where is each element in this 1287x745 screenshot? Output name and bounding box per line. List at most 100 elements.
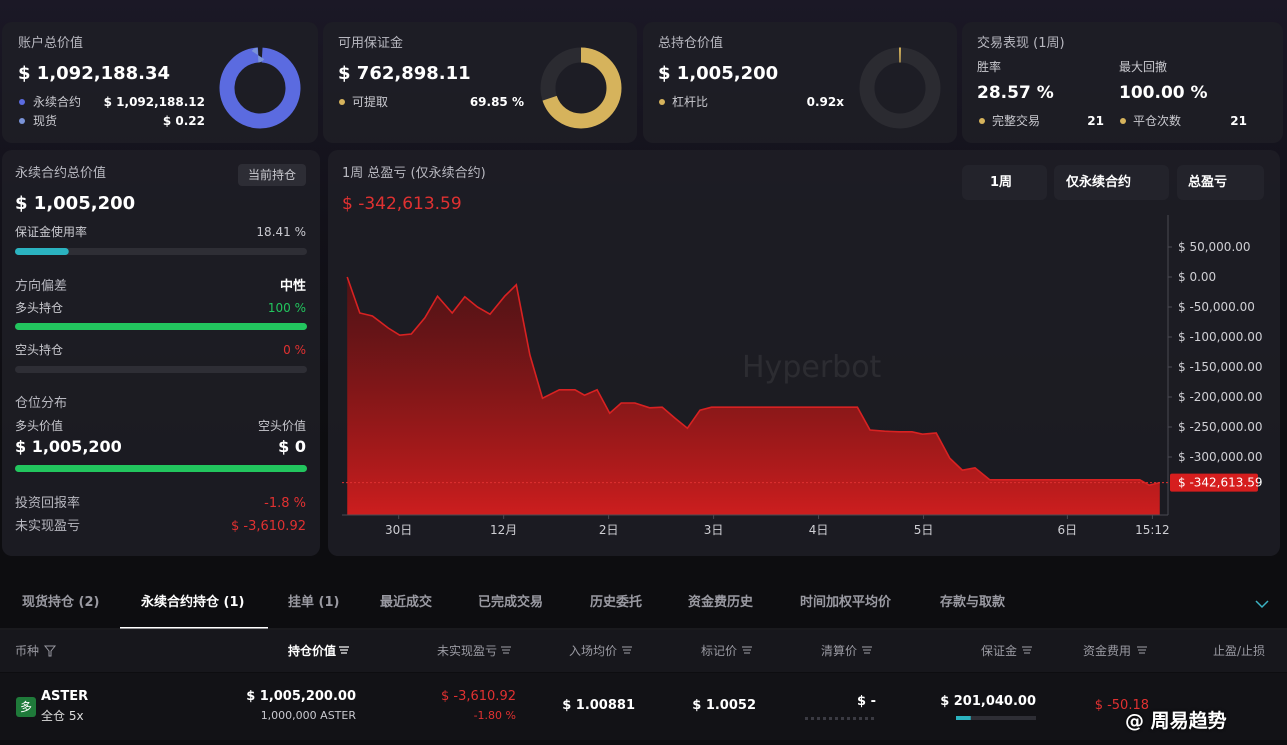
- legend-dot: [659, 99, 665, 105]
- tab[interactable]: 挂单 (1): [288, 595, 340, 610]
- upnl-pct: -1.80 %: [473, 709, 516, 722]
- legend-dot: [19, 99, 25, 105]
- bar-track: [15, 248, 307, 255]
- column-header[interactable]: 保证金: [980, 644, 1017, 658]
- perp-panel: [2, 150, 320, 556]
- donut-segment: [219, 47, 301, 129]
- legend-value: 0.92x: [806, 95, 844, 109]
- column-header[interactable]: 入场均价: [568, 644, 617, 658]
- liq-dots: [805, 717, 808, 720]
- liq-dots: [847, 717, 850, 720]
- column-header[interactable]: 币种: [15, 644, 40, 658]
- chart-title: 1周 总盈亏 (仅永续合约): [342, 166, 486, 181]
- liq-dots: [835, 717, 838, 720]
- legend-value: 69.85 %: [469, 95, 524, 109]
- card-title: 交易表现 (1周): [977, 36, 1065, 51]
- liq-dots: [853, 717, 856, 720]
- card-title: 账户总价值: [18, 36, 84, 51]
- stat-label: 平仓次数: [1133, 114, 1182, 128]
- legend-label: 现货: [33, 114, 58, 128]
- stat-value: 100.00 %: [1119, 83, 1208, 103]
- tab[interactable]: 存款与取款: [940, 595, 1006, 610]
- y-tick-label: $ -300,000.00: [1178, 450, 1263, 464]
- tab[interactable]: 已完成交易: [478, 595, 544, 610]
- panel-title: 永续合约总价值: [15, 166, 107, 181]
- column-header[interactable]: 清算价: [820, 644, 857, 658]
- value: 0 %: [283, 343, 306, 357]
- y-tick-label: $ -200,000.00: [1178, 390, 1263, 404]
- watermark-logo: Hyperbot: [742, 350, 882, 385]
- filter-button[interactable]: 1周: [962, 165, 1047, 200]
- column-header[interactable]: 止盈/止损: [1212, 644, 1265, 658]
- value: 中性: [279, 279, 306, 294]
- symbol[interactable]: ASTER: [41, 689, 89, 704]
- filter-button[interactable]: 总盈亏: [1177, 165, 1264, 200]
- tab[interactable]: 永续合约持仓 (1): [141, 595, 245, 610]
- panel-value: $ 1,005,200: [15, 193, 136, 214]
- card-value: $ 762,898.11: [338, 63, 471, 84]
- last-value-box: [1170, 473, 1258, 492]
- entry-price: $ 1.00881: [562, 698, 635, 713]
- badge[interactable]: 当前持仓: [238, 164, 306, 186]
- bar-track: [15, 366, 307, 373]
- liq-dots: [841, 717, 844, 720]
- label: 空头持仓: [15, 343, 64, 357]
- legend-dot: [1120, 118, 1126, 124]
- legend-dot: [19, 118, 25, 124]
- position-value: $ 1,005,200.00: [246, 689, 356, 704]
- legend-label: 永续合约: [33, 95, 82, 109]
- tab[interactable]: 资金费历史: [688, 595, 754, 610]
- watermark: @ 周易趋势: [1125, 710, 1227, 732]
- legend-value: $ 1,092,188.12: [103, 95, 205, 109]
- y-tick-label: $ -100,000.00: [1178, 330, 1263, 344]
- donut-segment: [540, 47, 622, 129]
- label: 未实现盈亏: [15, 519, 81, 534]
- column-header[interactable]: 标记价: [700, 644, 737, 658]
- x-tick-label: 12月: [490, 523, 517, 537]
- bar-fill: [15, 323, 307, 330]
- x-tick-label: 3日: [704, 523, 724, 537]
- label: 空头价值: [257, 419, 306, 433]
- legend-label: 杠杆比: [672, 95, 709, 109]
- label: 方向偏差: [15, 279, 68, 294]
- tab[interactable]: 时间加权平均价: [800, 595, 892, 610]
- chart-value: $ -342,613.59: [342, 194, 462, 214]
- label: 保证金使用率: [15, 225, 88, 239]
- table-row: [0, 673, 1287, 740]
- column-header[interactable]: 持仓价值: [287, 644, 336, 658]
- filter-button[interactable]: 仅永续合约: [1054, 165, 1169, 200]
- tab[interactable]: 最近成交: [380, 595, 433, 610]
- card-title: 总持仓价值: [658, 36, 724, 51]
- legend-value: $ 0.22: [162, 114, 205, 128]
- value: -1.8 %: [264, 496, 306, 511]
- value: $ 1,005,200: [15, 437, 122, 456]
- bar-fill: [15, 465, 307, 472]
- stat-label: 完整交易: [992, 114, 1041, 128]
- card-value: $ 1,092,188.34: [18, 63, 171, 84]
- column-header[interactable]: 资金费用: [1082, 644, 1131, 658]
- margin: $ 201,040.00: [940, 694, 1036, 709]
- y-tick-label: $ 0.00: [1178, 270, 1216, 284]
- card-title: 可用保证金: [338, 36, 404, 51]
- margin-bar-track: [956, 716, 1036, 720]
- liq-dots: [865, 717, 868, 720]
- tab[interactable]: 现货持仓 (2): [22, 595, 100, 610]
- column-header[interactable]: 未实现盈亏: [436, 644, 497, 658]
- stat-label: 胜率: [977, 60, 1002, 74]
- label: 多头价值: [15, 419, 64, 433]
- donut-track: [859, 47, 941, 129]
- value: $ 0: [278, 437, 306, 456]
- filter-text: 1周: [990, 175, 1013, 190]
- donut-track: [859, 47, 941, 129]
- tab[interactable]: 历史委托: [590, 595, 643, 610]
- filter-icon: [43, 645, 57, 657]
- last-value-label: $ -342,613.59: [1178, 476, 1263, 490]
- label: 投资回报率: [15, 496, 81, 511]
- donut-segment: [219, 47, 301, 129]
- mark-price: $ 1.0052: [692, 698, 756, 713]
- legend-dot: [339, 99, 345, 105]
- value: 18.41 %: [256, 225, 306, 239]
- stat-value: 28.57 %: [977, 83, 1054, 103]
